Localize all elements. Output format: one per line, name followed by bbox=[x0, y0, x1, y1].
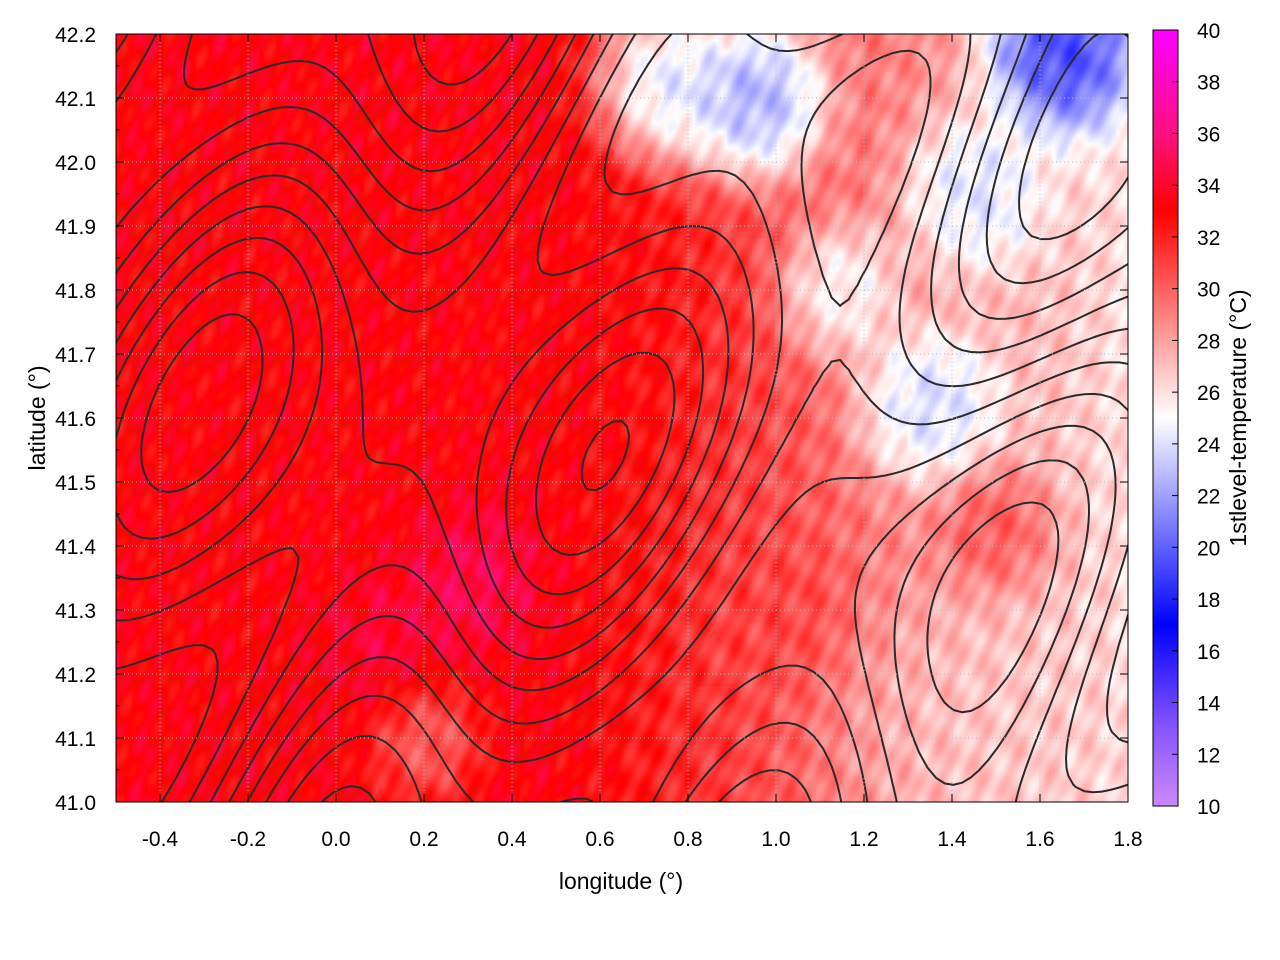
colorbar-tick-label: 14 bbox=[1197, 693, 1221, 716]
colorbar-tick-label: 20 bbox=[1197, 537, 1220, 560]
x-tick-label: 0.8 bbox=[673, 828, 702, 851]
y-tick-label: 41.0 bbox=[55, 792, 96, 815]
contour-line bbox=[116, 34, 1128, 802]
x-tick-label: -0.4 bbox=[142, 828, 179, 851]
x-tick-label: -0.2 bbox=[230, 828, 266, 851]
colorbar-tick-label: 30 bbox=[1197, 279, 1220, 302]
y-tick-label: 42.2 bbox=[55, 24, 96, 47]
x-axis: -0.4 -0.2 0.0 0.2 0.4 0.6 0.8 1.0 1.2 1.4 1.6 1.8 bbox=[142, 34, 1143, 851]
contour-line bbox=[367, 34, 539, 133]
colorbar-tick-label: 18 bbox=[1197, 589, 1220, 612]
contour-line bbox=[140, 313, 1128, 802]
contour-line bbox=[183, 34, 631, 492]
contour-line bbox=[116, 34, 1128, 596]
x-tick-label: 0.4 bbox=[497, 828, 527, 851]
contour-line bbox=[265, 424, 1117, 802]
contour-line bbox=[116, 49, 1128, 802]
x-tick-label: 1.8 bbox=[1113, 828, 1142, 851]
contour-line bbox=[116, 34, 1128, 802]
colorbar-tick-label: 22 bbox=[1197, 486, 1220, 509]
colorbar-tick-label: 16 bbox=[1197, 641, 1220, 664]
y-tick-label: 41.4 bbox=[55, 536, 96, 559]
colorbar-ticks: 10 12 14 16 18 20 22 24 26 28 30 32 34 36 38 40 bbox=[1172, 20, 1221, 819]
contour-line bbox=[320, 501, 1060, 802]
colorbar: 10 12 14 16 18 20 22 24 26 28 30 32 34 36 38 40 bbox=[1152, 20, 1221, 819]
x-tick-label: 0.0 bbox=[321, 828, 350, 851]
contour-line bbox=[116, 34, 1128, 802]
y-tick-label: 41.5 bbox=[55, 472, 96, 495]
colorbar-tick-label: 32 bbox=[1197, 227, 1220, 250]
y-tick-label: 41.6 bbox=[55, 408, 96, 431]
colorbar-tick-label: 34 bbox=[1197, 175, 1221, 198]
colorbar-tick-label: 12 bbox=[1197, 744, 1220, 767]
colorbar-tick-label: 26 bbox=[1197, 382, 1220, 405]
y-tick-label: 41.7 bbox=[55, 344, 96, 367]
y-tick-label: 41.3 bbox=[55, 600, 96, 623]
contour-line bbox=[116, 34, 1128, 556]
y-tick-label: 41.9 bbox=[55, 216, 96, 239]
y-tick-label: 41.2 bbox=[55, 664, 96, 687]
y-axis-title: latitude (°) bbox=[24, 365, 50, 470]
x-tick-label: 0.2 bbox=[409, 828, 438, 851]
colorbar-gradient bbox=[1152, 29, 1179, 807]
x-tick-label: 1.6 bbox=[1025, 828, 1054, 851]
elevation-contours bbox=[116, 34, 1128, 802]
colorbar-tick-label: 28 bbox=[1197, 330, 1220, 353]
y-tick-label: 42.0 bbox=[55, 152, 96, 175]
contour-line bbox=[286, 459, 1090, 802]
y-tick-label: 42.1 bbox=[55, 88, 96, 111]
x-tick-label: 1.0 bbox=[761, 828, 790, 851]
colorbar-tick-label: 38 bbox=[1197, 72, 1220, 95]
colorbar-tick-label: 24 bbox=[1197, 434, 1221, 457]
colorbar-title: 1stlevel-temperature (°C) bbox=[1225, 289, 1251, 546]
x-tick-label: 1.2 bbox=[849, 828, 878, 851]
x-tick-label: 0.6 bbox=[585, 828, 614, 851]
y-axis: 41.0 41.1 41.2 41.3 41.4 41.5 41.6 41.7 41.8 41.9… bbox=[55, 24, 1128, 815]
contour-line bbox=[412, 34, 513, 86]
x-axis-title: longitude (°) bbox=[559, 868, 683, 894]
y-tick-label: 41.1 bbox=[55, 728, 96, 751]
colorbar-tick-label: 40 bbox=[1197, 20, 1220, 43]
x-tick-label: 1.4 bbox=[937, 828, 967, 851]
colorbar-tick-label: 10 bbox=[1197, 796, 1220, 819]
colorbar-tick-label: 36 bbox=[1197, 123, 1220, 146]
y-tick-label: 41.8 bbox=[55, 280, 96, 303]
